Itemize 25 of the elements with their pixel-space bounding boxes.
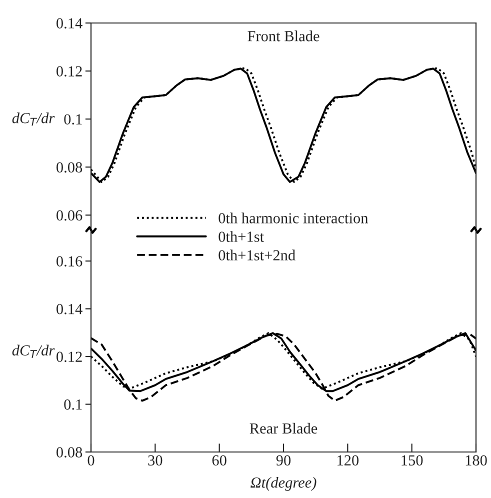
annotation: Rear Blade xyxy=(250,422,318,434)
y-axis-title: dC$_{T}$/dr xyxy=(12,344,55,358)
x-tick-label: 150 xyxy=(402,455,423,466)
x-tick-label: 120 xyxy=(338,455,359,466)
annotation: Front Blade xyxy=(248,30,320,42)
y-axis-title: dC$_{T}$/dr xyxy=(12,112,55,126)
legend-label: 0th+1st+2nd xyxy=(218,250,296,260)
y-tick-label: 0.12 xyxy=(56,66,82,77)
x-tick-label: 0 xyxy=(88,455,94,466)
y-tick-label: 0.14 xyxy=(56,18,82,29)
y-tick-label: 0.1 xyxy=(64,399,82,410)
x-tick-label: 60 xyxy=(212,455,226,466)
x-tick-label: 180 xyxy=(466,455,487,466)
legend-label: 0th harmonic interaction xyxy=(218,212,368,224)
y-tick-label: 0.08 xyxy=(56,162,82,173)
x-axis-title: Ωt(degree) xyxy=(250,476,316,491)
y-tick-label: 0.1 xyxy=(64,114,82,125)
y-tick-label: 0.08 xyxy=(56,447,82,458)
y-tick-label: 0.06 xyxy=(56,210,82,221)
legend-label: 0th+1st xyxy=(218,231,264,242)
x-tick-label: 90 xyxy=(276,455,291,466)
y-tick-label: 0.14 xyxy=(56,304,82,314)
x-tick-label: 30 xyxy=(148,455,162,466)
y-tick-label: 0.16 xyxy=(56,256,82,267)
y-tick-label: 0.12 xyxy=(56,352,82,362)
